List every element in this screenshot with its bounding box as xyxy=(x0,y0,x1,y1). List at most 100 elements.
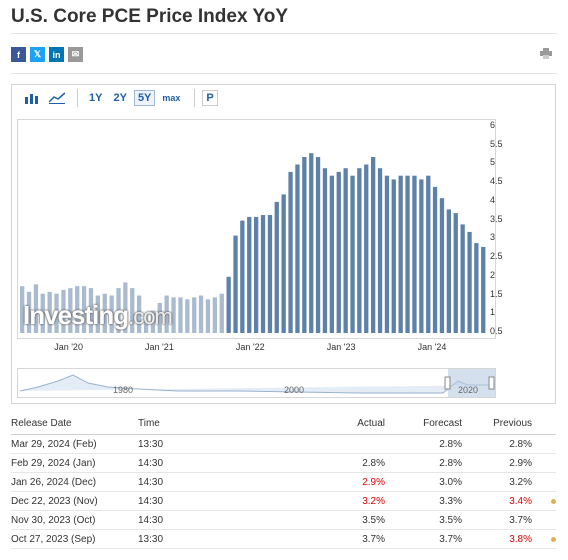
print-icon[interactable] xyxy=(540,48,552,59)
chart-bar[interactable] xyxy=(460,224,465,333)
chart-bar[interactable] xyxy=(123,282,128,333)
chart-bar[interactable] xyxy=(247,216,252,333)
chart-bar[interactable] xyxy=(412,175,417,333)
chart-bar[interactable] xyxy=(398,175,403,333)
chart-navigator[interactable]: 1980 2000 2020 xyxy=(17,368,496,398)
chart-bar[interactable] xyxy=(274,201,279,333)
facebook-share-button[interactable]: f xyxy=(11,47,26,62)
x-tick-label: Jan '23 xyxy=(326,342,356,352)
chart-bar[interactable] xyxy=(343,168,348,333)
y-tick-label: 3 xyxy=(490,232,496,243)
chart-bar[interactable] xyxy=(150,310,156,334)
chart-plot-area xyxy=(17,119,496,339)
page-title: U.S. Core PCE Price Index YoY xyxy=(11,6,289,27)
bar-chart xyxy=(20,153,486,334)
chart-bar[interactable] xyxy=(467,231,472,333)
chart-bar[interactable] xyxy=(474,243,479,333)
chart-bar[interactable] xyxy=(61,289,66,333)
chart-bar[interactable] xyxy=(54,293,59,333)
chart-bar[interactable] xyxy=(95,295,100,334)
chart-bar[interactable] xyxy=(267,215,273,333)
chart-bar[interactable] xyxy=(350,175,355,333)
chart-bar[interactable] xyxy=(481,246,486,333)
x-tick-label: Jan '20 xyxy=(54,342,83,352)
chart-bar[interactable] xyxy=(164,295,169,334)
chart-bar[interactable] xyxy=(143,314,149,333)
chart-bar[interactable] xyxy=(233,235,238,333)
forecast-cell: 2.8% xyxy=(385,453,462,473)
twitter-share-button[interactable]: 𝕏 xyxy=(30,47,45,62)
share-bar: f 𝕏 in ✉ xyxy=(11,47,83,62)
chart-bar[interactable] xyxy=(432,186,438,333)
chart-bar[interactable] xyxy=(405,175,410,333)
chart-bar[interactable] xyxy=(47,291,52,333)
chart-bar[interactable] xyxy=(137,295,142,334)
range-max-button[interactable]: max xyxy=(162,93,181,103)
chart-bar[interactable] xyxy=(371,157,376,333)
range-2y-button[interactable]: 2Y xyxy=(113,92,127,104)
chart-bar[interactable] xyxy=(357,168,362,333)
chart-bar[interactable] xyxy=(205,299,211,333)
chart-bar[interactable] xyxy=(116,288,121,333)
chart-bar[interactable] xyxy=(281,194,286,333)
range-5y-button[interactable]: 5Y xyxy=(133,90,156,106)
chart-bar[interactable] xyxy=(364,164,369,334)
chart-bar[interactable] xyxy=(212,297,217,333)
chart-bar[interactable] xyxy=(302,157,307,333)
chart-bar[interactable] xyxy=(26,291,32,333)
chart-bar[interactable] xyxy=(377,168,383,333)
col-actual: Actual xyxy=(308,415,385,435)
chart-bar[interactable] xyxy=(336,171,341,333)
p-button[interactable]: P xyxy=(202,90,218,106)
chart-bar[interactable] xyxy=(68,288,73,333)
chart-bar[interactable] xyxy=(391,179,396,333)
navigator-left-handle[interactable] xyxy=(444,376,451,390)
chart-bar[interactable] xyxy=(88,288,94,333)
y-tick-label: 3.5 xyxy=(490,213,503,224)
chart-bar[interactable] xyxy=(20,286,25,333)
chart-bar[interactable] xyxy=(439,198,445,333)
chart-bar[interactable] xyxy=(185,299,190,333)
chart-bar[interactable] xyxy=(81,286,87,333)
table-row: Dec 22, 2023 (Nov) 14:30 3.2% 3.3% 3.4% xyxy=(11,491,556,511)
chart-bar[interactable] xyxy=(288,171,293,333)
range-1y-button[interactable]: 1Y xyxy=(89,92,103,104)
chart-bar[interactable] xyxy=(130,288,135,333)
chart-bar[interactable] xyxy=(240,220,245,333)
chart-container: 1Y 2Y 5Y max P 6 5.5 5 4.5 4 3.5 3 2.5 2 1.5 1 0.5 … xyxy=(11,84,556,404)
chart-bar[interactable] xyxy=(192,297,197,333)
chart-bar[interactable] xyxy=(322,168,328,333)
chart-bar[interactable] xyxy=(254,216,259,333)
linkedin-share-button[interactable]: in xyxy=(49,47,64,62)
chart-bar[interactable] xyxy=(198,295,204,334)
chart-bar[interactable] xyxy=(40,293,45,333)
chart-bar[interactable] xyxy=(157,303,162,333)
bar-chart-icon[interactable] xyxy=(24,92,40,104)
table-row: Oct 27, 2023 (Sep) 13:30 3.7% 3.7% 3.8% xyxy=(11,529,556,549)
area-chart-icon[interactable] xyxy=(49,92,65,104)
chart-bar[interactable] xyxy=(309,153,314,333)
forecast-cell: 3.7% xyxy=(385,529,462,549)
email-share-button[interactable]: ✉ xyxy=(68,47,83,62)
chart-bar[interactable] xyxy=(384,175,390,333)
chart-bar[interactable] xyxy=(295,164,300,334)
actual-cell: 3.7% xyxy=(308,529,385,549)
chart-bar[interactable] xyxy=(329,175,334,333)
chart-bar[interactable] xyxy=(102,293,107,333)
chart-bar[interactable] xyxy=(315,157,321,333)
chart-bar[interactable] xyxy=(419,179,424,333)
y-tick-label: 0.5 xyxy=(490,326,503,336)
chart-bar[interactable] xyxy=(426,175,431,333)
chart-bar[interactable] xyxy=(453,213,458,333)
chart-bar[interactable] xyxy=(75,286,80,333)
chart-bar[interactable] xyxy=(226,276,231,333)
chart-bar[interactable] xyxy=(178,297,183,333)
navigator-right-handle[interactable] xyxy=(488,376,495,390)
chart-bar[interactable] xyxy=(171,297,176,333)
chart-bar[interactable] xyxy=(260,215,266,333)
chart-bar[interactable] xyxy=(33,284,39,333)
col-forecast: Forecast xyxy=(385,415,462,435)
chart-bar[interactable] xyxy=(446,209,451,333)
chart-bar[interactable] xyxy=(219,293,224,333)
chart-bar[interactable] xyxy=(109,295,114,334)
